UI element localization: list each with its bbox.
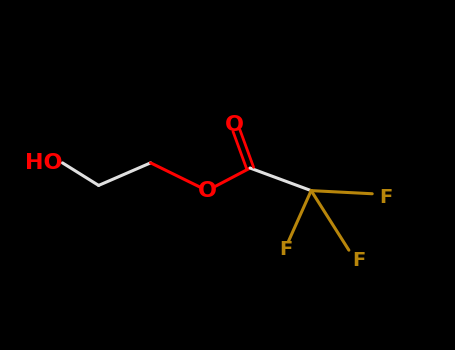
Text: F: F [280, 240, 293, 259]
Text: HO: HO [25, 153, 62, 173]
Text: O: O [197, 181, 217, 201]
Text: F: F [352, 251, 365, 270]
Text: F: F [379, 188, 392, 207]
Text: O: O [225, 115, 244, 135]
